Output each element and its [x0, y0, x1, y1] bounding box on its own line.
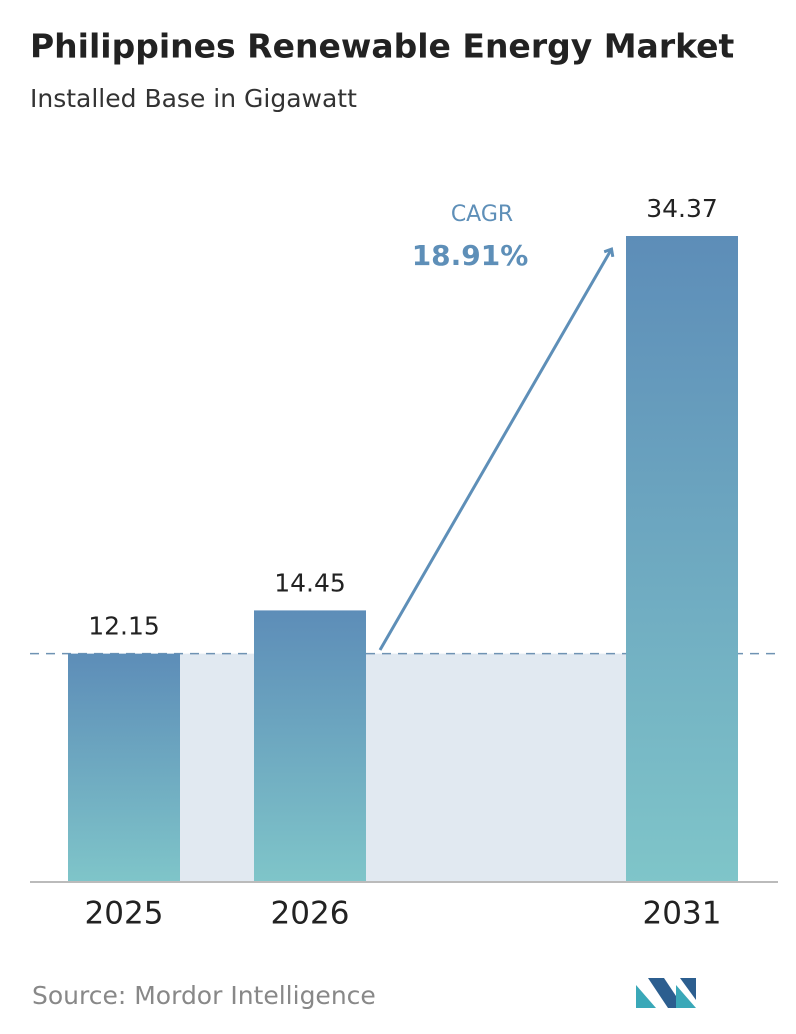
bar	[68, 653, 180, 882]
logo	[636, 978, 696, 1008]
x-tick-label: 2025	[85, 896, 164, 932]
value-label: 12.15	[88, 612, 160, 641]
value-label: 14.45	[274, 568, 346, 597]
value-label: 34.37	[646, 194, 718, 223]
bar	[254, 610, 366, 882]
cagr-label: CAGR	[451, 202, 513, 227]
chart-title: Philippines Renewable Energy Market	[30, 27, 735, 66]
bar	[626, 236, 738, 882]
plot-area: 12.15 2025 14.45 2026 34.37 2031 CAGR 18.91%	[30, 194, 780, 932]
chart-subtitle: Installed Base in Gigawatt	[30, 84, 357, 113]
cagr-value: 18.91%	[412, 239, 529, 272]
source: Source: Mordor Intelligence	[32, 981, 376, 1010]
x-tick-label: 2026	[271, 896, 350, 932]
x-tick-label: 2031	[643, 896, 722, 932]
cagr-arrow	[378, 250, 611, 651]
reference-band	[180, 653, 626, 882]
